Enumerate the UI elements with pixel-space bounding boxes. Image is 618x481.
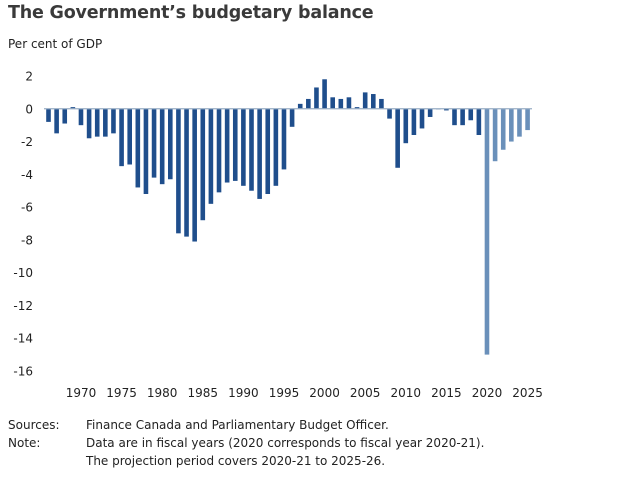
- bar-1971: [86, 108, 92, 139]
- bar-1994: [273, 108, 279, 186]
- bar-1975: [119, 108, 124, 167]
- note-row: Note: Data are in fiscal years (2020 cor…: [8, 434, 484, 452]
- bar-1978: [143, 108, 149, 194]
- bar-1968: [62, 108, 68, 124]
- x-tick-label: 1980: [147, 386, 178, 400]
- x-tick-label: 1985: [188, 386, 219, 400]
- x-tick-label: 2025: [512, 386, 543, 400]
- note-row-2: The projection period covers 2020-21 to …: [8, 452, 484, 470]
- bar-1970: [78, 108, 84, 126]
- bar-2024: [517, 108, 522, 137]
- x-tick-label: 1995: [269, 386, 300, 400]
- bar-2002: [338, 98, 344, 109]
- x-tick-label: 2020: [472, 386, 503, 400]
- sources-label: Sources:: [8, 418, 60, 432]
- chart-notes: Sources: Finance Canada and Parliamentar…: [8, 416, 484, 470]
- x-tick-label: 2005: [350, 386, 381, 400]
- bar-2017: [460, 108, 465, 126]
- bar-1992: [257, 108, 262, 199]
- y-tick-label: -16: [13, 365, 33, 379]
- bar-2023: [509, 108, 514, 142]
- bar-series: [46, 79, 530, 355]
- bar-2001: [330, 97, 335, 109]
- x-axis-ticks: 1970 1975 1980 1985 1990 1995 2000 2005 2010 2015…: [66, 386, 543, 400]
- bar-2009: [395, 108, 400, 168]
- bar-2004: [354, 107, 360, 109]
- bar-1991: [249, 108, 254, 191]
- bar-1985: [200, 108, 206, 221]
- bar-2020: [484, 108, 490, 355]
- y-tick-label: -14: [13, 332, 33, 346]
- bar-2025: [525, 108, 530, 131]
- bar-1973: [103, 108, 108, 137]
- bar-2015: [444, 108, 449, 111]
- bar-1993: [265, 108, 271, 194]
- bar-1966: [46, 108, 51, 122]
- bar-2000: [322, 79, 327, 109]
- bar-1979: [151, 108, 157, 178]
- x-tick-label: 1975: [106, 386, 137, 400]
- bar-1995: [281, 108, 287, 170]
- bar-1974: [111, 108, 116, 134]
- bar-1981: [168, 108, 173, 180]
- bar-1998: [306, 98, 311, 109]
- sources-text: Finance Canada and Parliamentary Budget …: [86, 418, 389, 432]
- bar-2012: [419, 108, 425, 129]
- bar-2008: [387, 108, 392, 119]
- bar-2016: [452, 108, 457, 126]
- x-tick-label: 1990: [228, 386, 259, 400]
- x-tick-label: 2000: [309, 386, 340, 400]
- y-tick-label: -6: [21, 201, 33, 215]
- bar-2006: [371, 94, 376, 109]
- bar-1997: [297, 103, 303, 109]
- bar-1972: [94, 108, 100, 137]
- bar-1984: [192, 108, 197, 242]
- bar-1977: [135, 108, 141, 188]
- bar-2022: [500, 108, 506, 150]
- bar-1986: [208, 108, 214, 204]
- bar-1990: [241, 108, 246, 186]
- bar-1967: [54, 108, 59, 134]
- bar-1983: [184, 108, 189, 237]
- bar-2018: [468, 108, 474, 121]
- sources-row: Sources: Finance Canada and Parliamentar…: [8, 416, 484, 434]
- y-tick-label: -8: [21, 233, 33, 247]
- x-tick-label: 2010: [391, 386, 422, 400]
- note-line-2: The projection period covers 2020-21 to …: [86, 454, 386, 468]
- y-tick-label: -10: [13, 266, 33, 280]
- chart-title: The Government’s budgetary balance: [8, 3, 374, 23]
- y-axis-ticks: 2 0 -2 -4 -6 -8 -10 -12 -14 -16: [13, 70, 33, 379]
- bar-2021: [492, 108, 498, 162]
- bar-2011: [411, 108, 417, 135]
- y-tick-label: -2: [21, 135, 33, 149]
- bar-1989: [232, 108, 238, 181]
- y-tick-label: -4: [21, 168, 33, 182]
- bar-1987: [216, 108, 222, 193]
- y-tick-label: 0: [25, 102, 33, 116]
- y-tick-label: -12: [13, 299, 33, 313]
- bar-1969: [70, 107, 76, 109]
- bar-2019: [476, 108, 482, 135]
- bar-2010: [403, 108, 409, 144]
- note-label: Note:: [8, 436, 41, 450]
- bar-1980: [159, 108, 165, 185]
- y-tick-label: 2: [25, 70, 33, 84]
- bar-1988: [224, 108, 230, 183]
- note-spacer: [8, 452, 86, 470]
- bar-2005: [362, 92, 368, 109]
- bar-1996: [289, 108, 295, 127]
- bar-1982: [176, 108, 181, 234]
- bar-2007: [379, 98, 384, 109]
- bar-1976: [127, 108, 132, 165]
- bar-2003: [346, 97, 352, 109]
- bar-2013: [427, 108, 433, 117]
- note-line-1: Data are in fiscal years (2020 correspon…: [86, 436, 485, 450]
- bar-1999: [314, 87, 319, 109]
- budget-balance-chart: 20-2-4-6-8-10-12-14-16 1970 1975 1980 1985 1…: [13, 70, 543, 401]
- y-axis-label: Per cent of GDP: [8, 37, 103, 51]
- x-tick-label: 2015: [431, 386, 462, 400]
- x-tick-label: 1970: [66, 386, 97, 400]
